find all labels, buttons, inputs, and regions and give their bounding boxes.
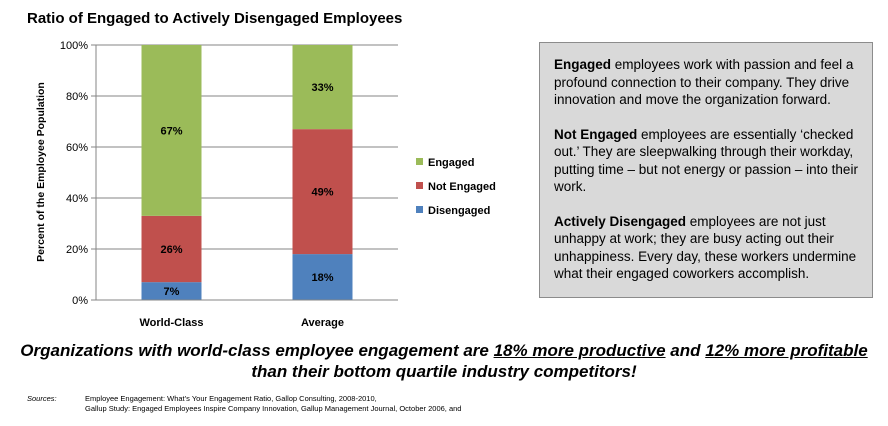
y-tick-label: 20% <box>66 244 88 256</box>
y-tick-label: 80% <box>66 91 88 103</box>
stacked-bar-chart: 0% 20% 40% 60% 80% 100% World-Class Average 7% 2… <box>35 40 496 329</box>
headline-part2: and <box>665 341 706 360</box>
actively-disengaged-term: Actively Disengaged <box>554 213 687 229</box>
engaged-definition: Engaged employees work with passion and … <box>554 56 862 109</box>
legend-label: Not Engaged <box>428 181 496 193</box>
bar-segment <box>292 45 353 130</box>
sources-label: Sources: <box>27 394 57 403</box>
definitions-box: Engaged employees work with passion and … <box>539 42 873 298</box>
headline-line2: than their bottom quartile industry comp… <box>251 362 637 381</box>
engaged-text: employees work with passion and feel a p… <box>554 57 854 107</box>
legend-label: Engaged <box>428 157 474 169</box>
headline: Organizations with world-class employee … <box>0 340 888 382</box>
legend-swatch <box>416 206 423 213</box>
chart-title: Ratio of Engaged to Actively Disengaged … <box>27 10 403 27</box>
source-line-1: Employee Engagement: What’s Your Engagem… <box>85 394 377 403</box>
headline-part1: Organizations with world-class employee … <box>20 341 494 360</box>
data-label: 67% <box>160 125 182 137</box>
legend-swatch <box>416 182 423 189</box>
headline-productive: 18% more productive <box>493 341 666 360</box>
axis-layer: 0% 20% 40% 60% 80% 100% World-Class Average <box>60 40 398 329</box>
legend-swatch <box>416 158 423 165</box>
actively-disengaged-definition: Actively Disengaged employees are not ju… <box>554 213 862 283</box>
legend: Engaged Not Engaged Disengaged <box>416 157 496 217</box>
bar-segment <box>141 215 202 283</box>
data-label: 49% <box>311 187 333 199</box>
bar-segment <box>292 254 353 300</box>
labels-layer: 7% 26% 67% 18% 49% 33% <box>160 82 333 298</box>
data-label: 7% <box>164 286 180 298</box>
sources-lines: Employee Engagement: What’s Your Engagem… <box>85 394 461 414</box>
not-engaged-term: Not Engaged <box>554 126 638 142</box>
data-label: 18% <box>311 272 333 284</box>
bars-layer <box>141 45 353 300</box>
grid-layer <box>96 44 398 250</box>
headline-profitable: 12% more profitable <box>705 341 868 360</box>
y-tick-label: 60% <box>66 142 88 154</box>
data-label: 26% <box>160 244 182 256</box>
bar-segment <box>141 282 202 300</box>
bar-segment <box>141 45 202 216</box>
not-engaged-definition: Not Engaged employees are essentially ‘c… <box>554 126 862 196</box>
not-engaged-text: employees are essentially ‘checked out.’… <box>554 126 858 195</box>
y-tick-label: 0% <box>72 295 88 307</box>
legend-label: Disengaged <box>428 205 490 217</box>
y-axis-title: Percent of the Employee Population <box>35 82 47 262</box>
y-tick-label: 100% <box>60 40 88 52</box>
x-category-label: Average <box>301 317 344 329</box>
source-line-2: Gallup Study: Engaged Employees Inspire … <box>85 404 462 413</box>
bar-segment <box>292 129 353 255</box>
data-label: 33% <box>311 82 333 94</box>
y-tick-label: 40% <box>66 193 88 205</box>
x-category-label: World-Class <box>140 317 204 329</box>
engaged-term: Engaged <box>554 57 612 72</box>
actively-disengaged-text: employees are not just unhappy at work; … <box>554 213 857 282</box>
